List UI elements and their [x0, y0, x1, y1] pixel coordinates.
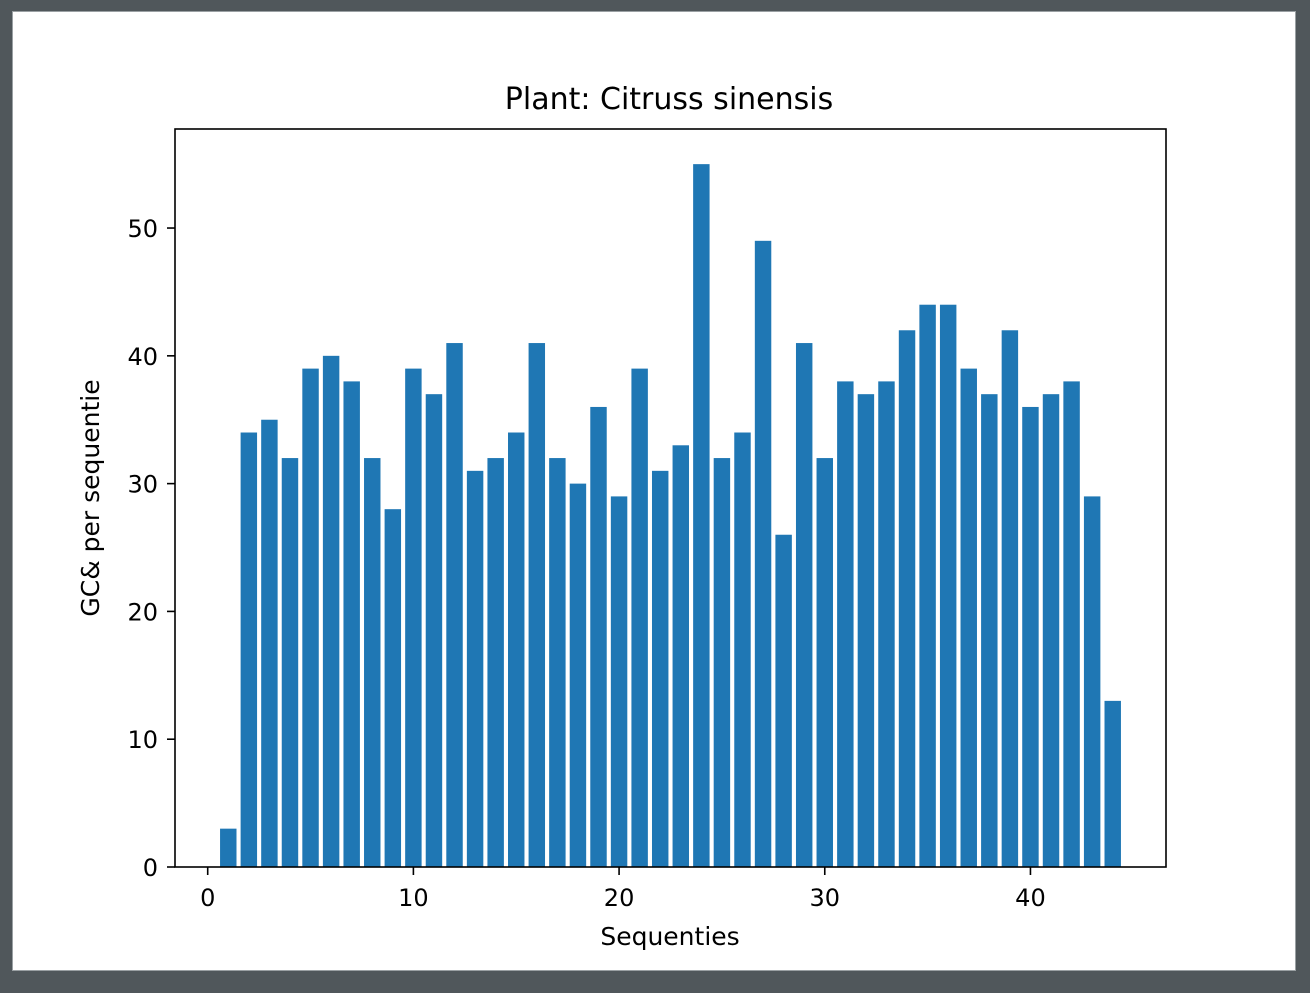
bar-14 — [487, 458, 504, 867]
bar-44 — [1104, 700, 1121, 867]
x-tick-label: 30 — [809, 884, 840, 912]
bar-35 — [919, 304, 936, 868]
bar-42 — [1063, 381, 1080, 867]
y-tick-label: 10 — [127, 726, 158, 754]
bar-9 — [384, 509, 402, 867]
bar-21 — [631, 368, 648, 867]
y-tick-label: 20 — [127, 598, 158, 626]
bar-24 — [693, 164, 710, 867]
x-axis-ticks: 0 10 20 30 40 — [200, 867, 1046, 912]
bar-16 — [528, 343, 546, 867]
bar-6 — [322, 355, 340, 867]
bar-43 — [1083, 496, 1101, 867]
bar-40 — [1022, 406, 1039, 867]
bar-3 — [261, 419, 278, 867]
bar-29 — [795, 343, 813, 867]
bar-25 — [713, 458, 731, 867]
bar-4 — [281, 458, 299, 867]
y-axis-ticks: 0 10 20 30 40 50 — [127, 215, 175, 882]
bar-39 — [1001, 330, 1019, 867]
x-tick-label: 20 — [604, 884, 635, 912]
bar-33 — [878, 381, 895, 867]
y-tick-label: 40 — [127, 343, 158, 371]
bar-20 — [610, 496, 628, 867]
bar-28 — [775, 534, 792, 867]
y-tick-label: 0 — [143, 854, 158, 882]
bar-11 — [425, 394, 443, 867]
bar-12 — [446, 343, 463, 867]
y-tick-label: 30 — [127, 471, 158, 499]
x-tick-label: 40 — [1015, 884, 1046, 912]
bar-15 — [508, 432, 525, 867]
bar-27 — [754, 240, 772, 867]
bar-41 — [1042, 394, 1060, 867]
bar-26 — [734, 432, 751, 867]
bar-19 — [590, 406, 607, 867]
bar-36 — [939, 304, 957, 868]
y-axis-label: GC& per sequentie — [76, 379, 105, 616]
bar-22 — [651, 470, 669, 867]
x-tick-label: 0 — [200, 884, 215, 912]
bars-layer — [220, 164, 1121, 868]
bar-34 — [898, 330, 916, 867]
bar-5 — [302, 368, 319, 867]
bar-10 — [405, 368, 422, 867]
chart-title: Plant: Citruss sinensis — [505, 82, 833, 117]
bar-38 — [981, 394, 998, 867]
bar-32 — [857, 394, 875, 867]
plot-area-frame — [174, 128, 1167, 868]
bar-23 — [672, 445, 690, 867]
y-tick-label: 50 — [127, 215, 158, 243]
x-tick-label: 10 — [398, 884, 429, 912]
bar-37 — [960, 368, 977, 867]
bar-18 — [569, 483, 587, 867]
bar-31 — [837, 381, 854, 867]
bar-7 — [343, 381, 360, 867]
bar-2 — [240, 432, 258, 867]
bar-30 — [816, 458, 833, 867]
bar-17 — [549, 458, 566, 867]
bar-8 — [364, 458, 381, 867]
x-axis-label: Sequenties — [600, 922, 739, 951]
bar-1 — [220, 828, 237, 867]
bar-13 — [466, 470, 484, 867]
